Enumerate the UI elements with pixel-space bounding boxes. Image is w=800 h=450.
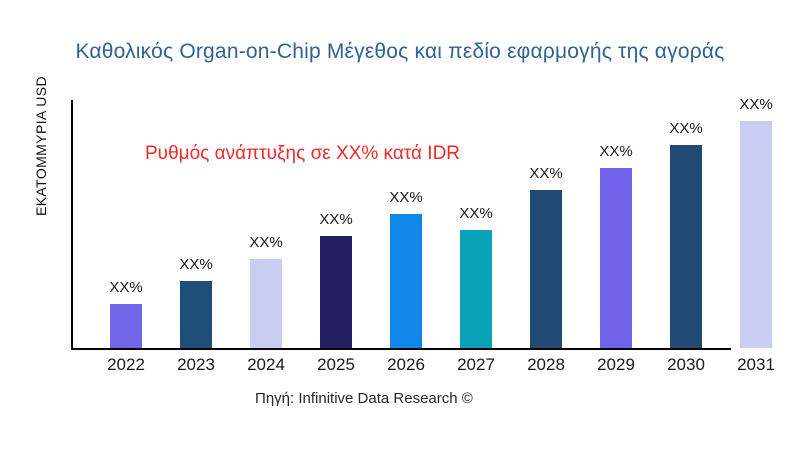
bar-value-label-2030: XX% bbox=[669, 120, 703, 137]
bar-value-label-2028: XX% bbox=[529, 165, 563, 182]
bar-2024 bbox=[250, 259, 282, 348]
x-axis-line bbox=[71, 348, 731, 350]
bar-value-label-2022: XX% bbox=[109, 279, 143, 296]
bar-2025 bbox=[320, 236, 352, 348]
x-tick-label-2028: 2028 bbox=[527, 355, 565, 374]
bar-2026 bbox=[390, 214, 422, 348]
bar-2031 bbox=[740, 121, 772, 348]
x-tick-label-2031: 2031 bbox=[737, 355, 775, 374]
bar-2022 bbox=[110, 304, 142, 348]
bar-2030 bbox=[670, 145, 702, 348]
bar-value-label-2029: XX% bbox=[599, 143, 633, 160]
bar-value-label-2025: XX% bbox=[319, 211, 353, 228]
bar-value-label-2027: XX% bbox=[459, 205, 493, 222]
bar-value-label-2023: XX% bbox=[179, 256, 213, 273]
x-tick-label-2026: 2026 bbox=[387, 355, 425, 374]
x-tick-label-2027: 2027 bbox=[457, 355, 495, 374]
growth-rate-annotation: Ρυθμός ανάπτυξης σε XX% κατά IDR bbox=[145, 143, 461, 164]
x-tick-label-2024: 2024 bbox=[247, 355, 285, 374]
bar-2029 bbox=[600, 168, 632, 348]
chart-title: Καθολικός Organ-on-Chip Μέγεθος και πεδί… bbox=[75, 40, 725, 63]
y-axis-label: ΕΚΑΤΟΜΜΥΡΙΑ USD bbox=[33, 75, 49, 217]
x-tick-label-2022: 2022 bbox=[107, 355, 145, 374]
source-attribution: Πηγή: Infinitive Data Research © bbox=[255, 390, 473, 407]
bar-2023 bbox=[180, 281, 212, 348]
y-axis-line bbox=[71, 100, 73, 349]
x-tick-label-2023: 2023 bbox=[177, 355, 215, 374]
bar-value-label-2031: XX% bbox=[739, 96, 773, 113]
bar-2028 bbox=[530, 190, 562, 348]
x-tick-label-2025: 2025 bbox=[317, 355, 355, 374]
x-tick-label-2029: 2029 bbox=[597, 355, 635, 374]
bar-2027 bbox=[460, 230, 492, 348]
x-tick-label-2030: 2030 bbox=[667, 355, 705, 374]
bar-value-label-2026: XX% bbox=[389, 189, 423, 206]
bar-value-label-2024: XX% bbox=[249, 234, 283, 251]
